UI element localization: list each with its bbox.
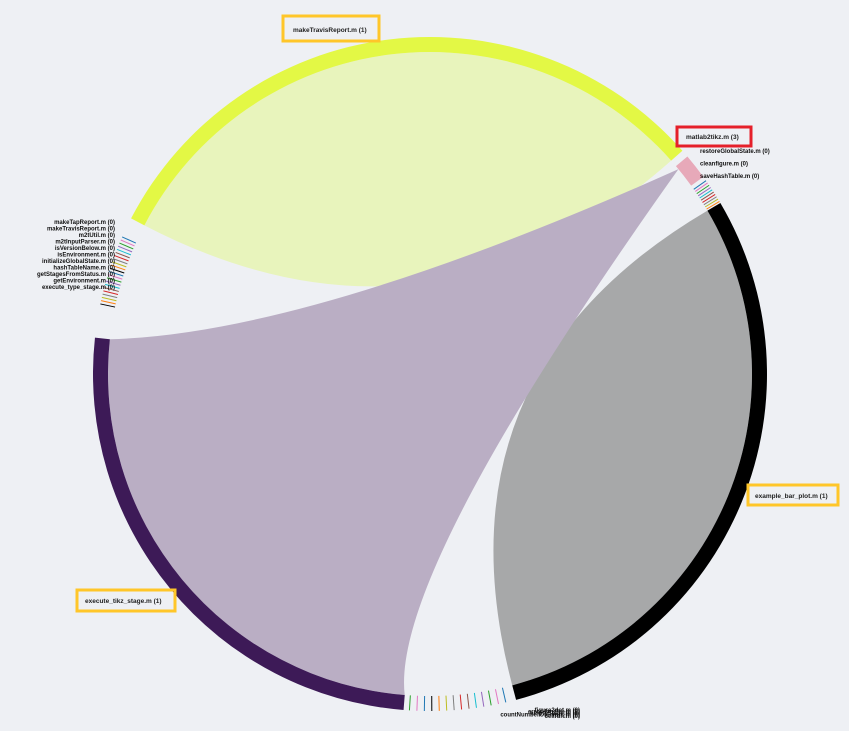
minor-segment-tick <box>445 695 448 711</box>
minor-segment-tick <box>102 293 118 299</box>
minor-segment-tick <box>101 296 117 302</box>
label-example-bar-plot[interactable]: example_bar_plot.m (1) <box>746 483 840 507</box>
cluster-label: saveHashTable.m (0) <box>700 174 759 180</box>
minor-segment-tick <box>120 239 135 247</box>
minor-segment-tick <box>105 280 121 286</box>
minor-segment-tick <box>480 691 485 707</box>
cluster-label: cleanfigure.m (0) <box>700 162 748 168</box>
minor-segment-tick <box>706 201 720 210</box>
cluster-label: makeTapReport.m (0) <box>54 220 115 226</box>
cluster-label: m2tUtil.m (0) <box>79 233 115 239</box>
minor-segment-tick <box>105 283 120 289</box>
chord-make-travis-report <box>144 51 672 287</box>
cluster-label: m2tInputParser.m (0) <box>55 240 115 246</box>
chord-ribbons <box>107 51 752 696</box>
minor-segment-tick <box>114 255 129 262</box>
cluster-label: isEnvironment.m (0) <box>57 253 115 259</box>
minor-segment-tick <box>452 695 455 711</box>
minor-segment-tick <box>696 184 710 195</box>
minor-segment-tick <box>113 258 128 265</box>
cluster-label: cellfun.m (0) <box>545 714 580 720</box>
highlight-box <box>675 125 753 148</box>
label-make-travis-report[interactable]: makeTravisReport.m (1) <box>281 14 381 43</box>
minor-segment-ticks <box>100 180 720 711</box>
highlight-box <box>746 483 840 507</box>
minor-segment-tick <box>117 245 133 253</box>
minor-segment-tick <box>494 689 500 705</box>
cluster-label: errorHandler.m (0) <box>528 710 580 716</box>
minor-segment-tick <box>694 182 708 192</box>
arc-segment[interactable] <box>675 156 704 186</box>
minor-segment-tick <box>116 248 132 256</box>
minor-segment-tick <box>103 290 119 296</box>
minor-segment-tick <box>100 303 116 308</box>
segment-arcs <box>92 37 767 710</box>
minor-segment-tick <box>702 193 716 203</box>
minor-segment-tick <box>408 695 411 711</box>
minor-segment-tick <box>112 261 127 268</box>
cluster-label: getEnvironment.m (0) <box>53 279 115 285</box>
minor-segment-tick <box>703 196 717 206</box>
arc-segment[interactable] <box>512 202 767 700</box>
minor-segment-tick <box>459 694 463 710</box>
minor-segment-tick <box>487 690 492 706</box>
minor-segment-tick <box>416 695 418 711</box>
minor-segment-tick <box>100 300 116 305</box>
segment-label: execute_tikz_stage.m (1) <box>85 598 162 605</box>
minor-segment-tick <box>466 693 470 709</box>
top-right-cluster-labels: restoreGlobalState.m (0) cleanfigure.m (0… <box>700 149 770 180</box>
minor-segment-tick <box>110 264 126 271</box>
label-matlab2tikz[interactable]: matlab2tikz.m (3) <box>675 125 753 148</box>
segment-label: makeTravisReport.m (1) <box>293 27 367 34</box>
cluster-label: execute_type_stage.m (0) <box>42 285 115 291</box>
minor-segment-tick <box>697 187 711 197</box>
label-execute-tikz-stage[interactable]: execute_tikz_stage.m (1) <box>75 588 177 613</box>
minor-segment-tick <box>693 180 707 190</box>
chord-example-bar-plot <box>471 210 752 686</box>
minor-segment-tick <box>121 236 137 244</box>
cluster-label: countNumberOfErrors.m (0) <box>500 713 580 719</box>
minor-segment-tick <box>119 242 134 250</box>
bottom-cluster-labels: figure2dot.m (0)errorHandler.m (0)emptyS… <box>500 708 580 720</box>
chord-execute-tikz-stage <box>107 169 679 696</box>
minor-segment-tick <box>473 692 477 708</box>
segment-label: example_bar_plot.m (1) <box>755 493 828 500</box>
cluster-label: isVersionBelow.m (0) <box>55 246 115 252</box>
cluster-label: restoreGlobalState.m (0) <box>700 149 770 155</box>
minor-segment-tick <box>501 687 507 703</box>
cluster-label: emptyStage.m (0) <box>530 711 580 717</box>
cluster-label: figure2dot.m (0) <box>535 708 580 714</box>
minor-segment-tick <box>106 277 122 283</box>
highlight-box <box>281 14 381 43</box>
arc-segment[interactable] <box>131 37 683 226</box>
cluster-label: makeTravisReport.m (0) <box>47 227 115 233</box>
minor-segment-tick <box>115 251 130 259</box>
left-cluster-labels: makeTapReport.m (0)makeTravisReport.m (0… <box>37 220 115 291</box>
minor-segment-tick <box>107 274 123 280</box>
minor-segment-tick <box>700 191 714 201</box>
segment-label: matlab2tikz.m (3) <box>686 134 739 141</box>
highlight-box <box>75 588 177 613</box>
minor-segment-tick <box>109 267 125 274</box>
cluster-label: initializeGlobalState.m (0) <box>42 259 115 265</box>
minor-segment-tick <box>104 287 119 292</box>
minor-segment-tick <box>699 189 713 199</box>
minor-segment-tick <box>704 198 719 208</box>
minor-segment-tick <box>108 270 124 277</box>
cluster-label: getStagesFromStatus.m (0) <box>37 272 115 278</box>
cluster-label: hashTableName.m (0) <box>53 266 115 272</box>
